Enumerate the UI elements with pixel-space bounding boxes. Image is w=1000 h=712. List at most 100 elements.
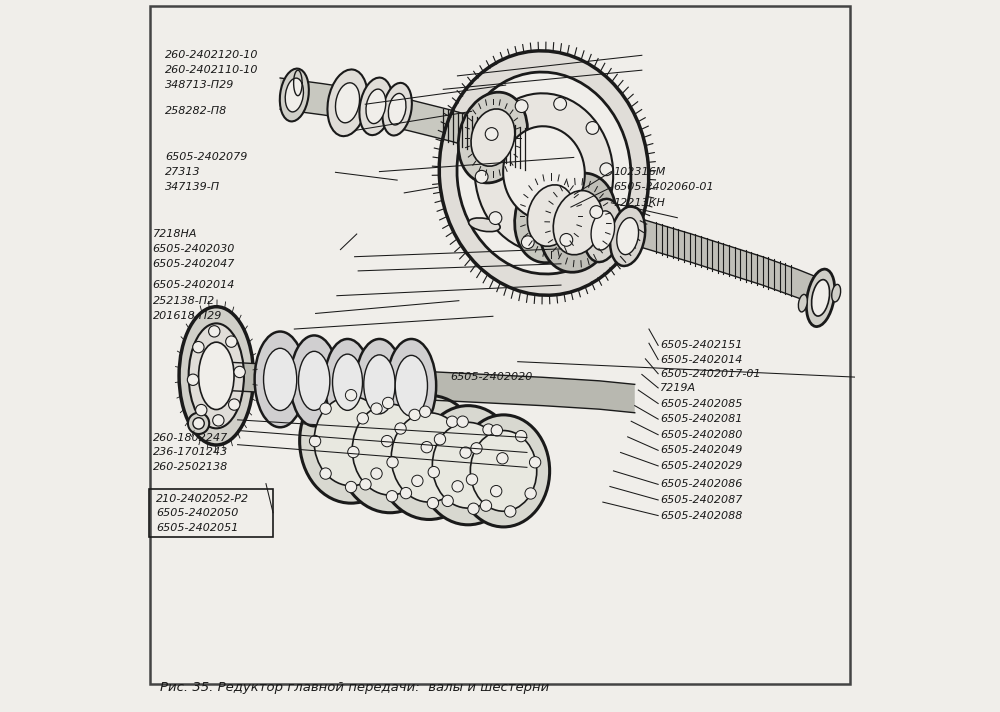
Ellipse shape [395,355,427,417]
Circle shape [345,481,357,493]
Circle shape [529,456,541,468]
Polygon shape [280,78,546,191]
Circle shape [209,325,220,337]
Circle shape [412,475,423,486]
Text: 102316М: 102316М [613,167,666,177]
Ellipse shape [553,191,603,255]
Circle shape [226,336,237,347]
Text: 260-2402120-10: 260-2402120-10 [165,51,259,61]
Text: 201618-П29: 201618-П29 [152,311,222,321]
Text: 6505-2402017-01: 6505-2402017-01 [660,369,761,379]
Ellipse shape [610,206,645,266]
Circle shape [480,500,492,511]
Circle shape [193,342,204,353]
Ellipse shape [366,89,386,124]
Circle shape [309,436,321,447]
Text: 6505-2402029: 6505-2402029 [660,461,743,471]
Circle shape [395,423,406,434]
Ellipse shape [179,307,254,445]
Text: 6505-2402086: 6505-2402086 [660,479,743,489]
Circle shape [457,416,468,427]
Polygon shape [546,193,826,309]
Circle shape [188,413,209,434]
Circle shape [428,466,439,478]
Ellipse shape [290,335,338,426]
Text: 6505-2402030: 6505-2402030 [152,244,235,254]
Circle shape [471,443,482,454]
Text: 6505-2402080: 6505-2402080 [660,430,743,440]
Text: 6505-2402014: 6505-2402014 [660,355,743,365]
Circle shape [468,503,479,515]
Text: 6505-2402151: 6505-2402151 [660,340,743,350]
Circle shape [515,100,528,112]
Ellipse shape [359,78,392,135]
Circle shape [447,416,458,427]
Circle shape [382,397,394,409]
Text: 6505-2402060-01: 6505-2402060-01 [613,182,714,192]
Circle shape [590,206,603,219]
Ellipse shape [387,339,436,433]
Circle shape [586,122,599,135]
Circle shape [560,234,573,246]
Ellipse shape [199,342,234,409]
Circle shape [460,447,471,459]
Circle shape [345,389,357,401]
Ellipse shape [299,351,330,410]
Circle shape [400,488,412,499]
Circle shape [387,456,398,468]
Ellipse shape [591,211,615,250]
Circle shape [421,441,432,453]
Circle shape [427,498,439,509]
Ellipse shape [388,93,406,125]
Ellipse shape [812,280,830,316]
Circle shape [357,413,368,424]
Ellipse shape [469,218,500,231]
Circle shape [386,491,398,502]
Ellipse shape [432,422,504,508]
Text: 260-1802247: 260-1802247 [152,433,228,443]
Circle shape [515,431,527,441]
Ellipse shape [264,348,297,411]
Ellipse shape [470,431,537,511]
Ellipse shape [285,78,303,112]
Circle shape [491,486,502,497]
Ellipse shape [503,126,585,220]
Ellipse shape [832,284,841,302]
Ellipse shape [280,68,309,122]
Ellipse shape [584,199,622,262]
Ellipse shape [327,70,368,136]
Text: 347139-П: 347139-П [165,182,220,192]
Text: 210-2402052-Р2: 210-2402052-Р2 [156,494,249,504]
Circle shape [521,236,534,248]
Ellipse shape [439,51,649,295]
Text: 27313: 27313 [165,167,201,177]
Ellipse shape [458,92,528,183]
Ellipse shape [457,72,631,274]
Circle shape [505,506,516,517]
Text: 7218НА: 7218НА [152,229,197,239]
Text: 6505-2402081: 6505-2402081 [660,414,743,424]
Circle shape [475,170,488,183]
Circle shape [466,474,478,485]
Text: 348713-П29: 348713-П29 [165,80,235,90]
Ellipse shape [189,323,244,429]
Circle shape [442,496,453,506]
Ellipse shape [418,406,518,525]
Ellipse shape [335,83,360,122]
Circle shape [320,403,331,414]
Ellipse shape [364,355,395,414]
Polygon shape [218,362,635,413]
Text: 252138-П2: 252138-П2 [152,295,215,305]
Circle shape [360,478,371,490]
Ellipse shape [377,395,482,520]
Ellipse shape [475,93,613,253]
Circle shape [381,436,393,447]
Circle shape [320,468,331,479]
Text: 258282-П8: 258282-П8 [165,106,227,116]
Ellipse shape [338,387,443,513]
Ellipse shape [255,332,306,427]
Text: 6505-2402088: 6505-2402088 [660,511,743,520]
Ellipse shape [457,415,550,527]
Text: 6505-2402050: 6505-2402050 [156,508,238,518]
Circle shape [420,406,431,417]
